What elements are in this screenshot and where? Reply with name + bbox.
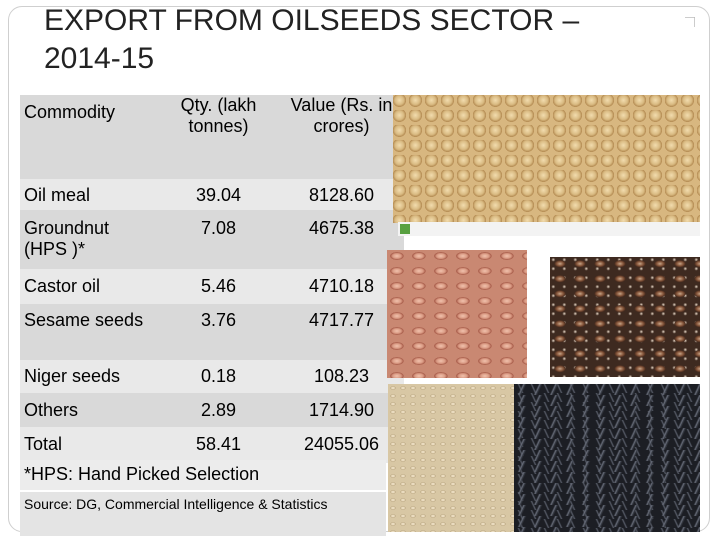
image-caption-strip: [398, 222, 700, 236]
groundnut-kernels-image: [387, 250, 527, 378]
table-row: Castor oil 5.46 4710.18: [20, 269, 404, 304]
table-row: Groundnut (HPS )* 7.08 4675.38: [20, 210, 404, 269]
table-row: Oil meal 39.04 8128.60: [20, 179, 404, 210]
soybean-seeds-image: [393, 95, 700, 223]
table-row: Niger seeds 0.18 108.23: [20, 360, 404, 393]
table-row: Sesame seeds 3.76 4717.77: [20, 304, 404, 360]
header-qty: Qty. (lakh tonnes): [158, 95, 279, 179]
niger-seeds-image: [514, 384, 700, 532]
table-row: Total 58.41 24055.06: [20, 427, 404, 463]
commodity-cell: Niger seeds: [20, 360, 158, 393]
logo-icon: [400, 224, 410, 234]
corner-ornament-icon: [685, 17, 695, 27]
qty-cell: 2.89: [158, 393, 279, 427]
value-cell: 4717.77: [279, 304, 404, 360]
header-commodity: Commodity: [20, 95, 158, 179]
value-cell: 24055.06: [279, 427, 404, 463]
value-cell: 8128.60: [279, 179, 404, 210]
qty-cell: 58.41: [158, 427, 279, 463]
commodity-cell: Groundnut (HPS )*: [20, 210, 158, 269]
value-cell: 4710.18: [279, 269, 404, 304]
footnote: *HPS: Hand Picked Selection: [20, 460, 386, 490]
qty-cell: 5.46: [158, 269, 279, 304]
slide-title: EXPORT FROM OILSEEDS SECTOR – 2014-15: [44, 4, 580, 75]
commodity-cell: Sesame seeds: [20, 304, 158, 360]
sesame-seeds-image: [388, 384, 514, 532]
value-cell: 4675.38: [279, 210, 404, 269]
export-table: Commodity Qty. (lakh tonnes) Value (Rs. …: [20, 95, 404, 463]
castor-seeds-image: [550, 257, 700, 377]
value-cell: 108.23: [279, 360, 404, 393]
commodity-cell: Oil meal: [20, 179, 158, 210]
commodity-cell: Others: [20, 393, 158, 427]
qty-cell: 7.08: [158, 210, 279, 269]
header-value: Value (Rs. in crores): [279, 95, 404, 179]
source-note: Source: DG, Commercial Intelligence & St…: [20, 492, 386, 536]
qty-cell: 39.04: [158, 179, 279, 210]
commodity-cell: Castor oil: [20, 269, 158, 304]
table-header-row: Commodity Qty. (lakh tonnes) Value (Rs. …: [20, 95, 404, 179]
qty-cell: 3.76: [158, 304, 279, 360]
commodity-cell: Total: [20, 427, 158, 463]
table-row: Others 2.89 1714.90: [20, 393, 404, 427]
qty-cell: 0.18: [158, 360, 279, 393]
value-cell: 1714.90: [279, 393, 404, 427]
